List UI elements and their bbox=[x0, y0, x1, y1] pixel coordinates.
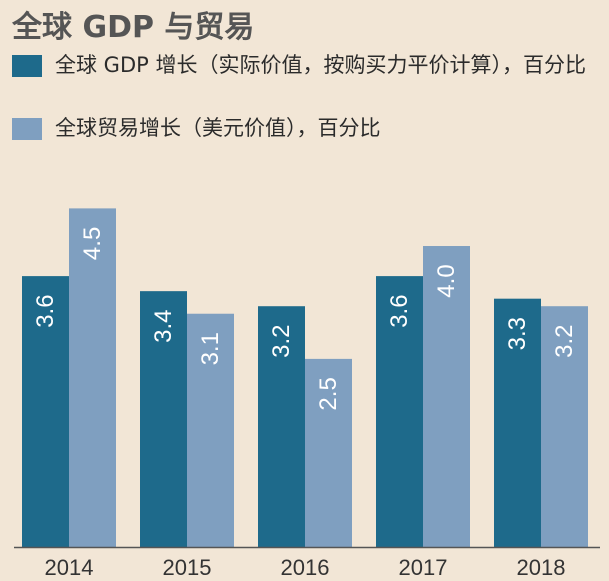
data-label-gdp-2014: 3.6 bbox=[32, 294, 59, 327]
bar-gdp-2016 bbox=[258, 306, 305, 547]
bar-trade-2015 bbox=[187, 313, 234, 547]
data-label-gdp-2018: 3.3 bbox=[504, 317, 531, 350]
bar-trade-2017 bbox=[423, 246, 470, 548]
bar-chart: 3.6 4.5 2014 3.4 3.1 2015 3.2 2.5 2016 3.6 4.0 2017… bbox=[14, 208, 600, 580]
data-label-gdp-2016: 3.2 bbox=[268, 325, 295, 358]
legend-label-gdp: 全球 GDP 增长（实际价值，按购买力平价计算），百分比 bbox=[55, 53, 586, 77]
data-label-trade-2014: 4.5 bbox=[79, 227, 106, 260]
x-tick-label-2014: 2014 bbox=[45, 555, 94, 580]
x-tick-label-2018: 2018 bbox=[517, 555, 566, 580]
bar-gdp-2015 bbox=[140, 291, 187, 547]
data-label-trade-2017: 4.0 bbox=[433, 264, 460, 297]
legend-swatch-gdp bbox=[12, 55, 42, 77]
legend-item-trade: 全球贸易增长（美元价值），百分比 bbox=[12, 113, 597, 143]
bar-trade-2018 bbox=[541, 306, 588, 547]
data-label-trade-2016: 2.5 bbox=[315, 377, 342, 410]
legend-swatch-trade bbox=[12, 118, 42, 140]
bar-trade-2016 bbox=[305, 358, 352, 547]
data-label-trade-2018: 3.2 bbox=[551, 325, 578, 358]
data-label-gdp-2017: 3.6 bbox=[386, 294, 413, 327]
bar-trade-2014 bbox=[69, 208, 116, 547]
x-tick-label-2017: 2017 bbox=[399, 555, 448, 580]
x-tick-label-2016: 2016 bbox=[281, 555, 330, 580]
bar-gdp-2017 bbox=[376, 276, 423, 547]
legend-label-trade: 全球贸易增长（美元价值），百分比 bbox=[55, 116, 381, 140]
legend-item-gdp: 全球 GDP 增长（实际价值，按购买力平价计算），百分比 bbox=[12, 50, 597, 80]
data-label-trade-2015: 3.1 bbox=[197, 332, 224, 365]
bar-gdp-2018 bbox=[494, 298, 541, 547]
data-label-gdp-2015: 3.4 bbox=[150, 309, 177, 342]
chart-title: 全球 GDP 与贸易 bbox=[12, 10, 255, 45]
x-tick-label-2015: 2015 bbox=[163, 555, 212, 580]
bar-gdp-2014 bbox=[22, 276, 69, 547]
